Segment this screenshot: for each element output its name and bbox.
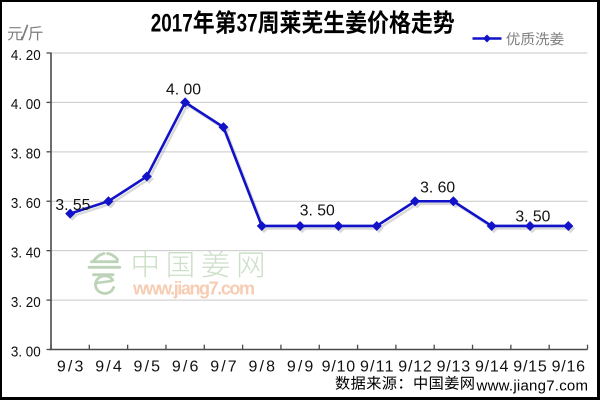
svg-text:2017: 2017	[151, 10, 193, 38]
svg-text:9/11: 9/11	[360, 359, 394, 376]
svg-text:37: 37	[237, 10, 258, 38]
svg-text:9/4: 9/4	[95, 359, 122, 376]
svg-text:4. 00: 4. 00	[166, 81, 201, 98]
svg-text:3. 50: 3. 50	[515, 209, 550, 226]
svg-text:4. 00: 4. 00	[11, 96, 41, 113]
svg-text:9/9: 9/9	[287, 359, 314, 376]
svg-text:9/16: 9/16	[552, 359, 586, 376]
svg-text:www.jiang7.com: www.jiang7.com	[476, 378, 589, 395]
svg-text:www.jiang7.com: www.jiang7.com	[132, 279, 255, 299]
svg-text:9/7: 9/7	[210, 359, 237, 376]
svg-text:3. 60: 3. 60	[420, 180, 455, 197]
svg-text:9/12: 9/12	[398, 359, 432, 376]
svg-text:9/8: 9/8	[249, 359, 276, 376]
svg-text:3. 60: 3. 60	[11, 195, 41, 212]
svg-text:9/14: 9/14	[475, 359, 509, 376]
svg-text:9/15: 9/15	[513, 359, 547, 376]
svg-text:3. 55: 3. 55	[55, 197, 90, 214]
svg-text:3. 20: 3. 20	[11, 294, 41, 311]
svg-text:3. 00: 3. 00	[11, 343, 41, 360]
svg-text:9/10: 9/10	[322, 359, 356, 376]
svg-text:3. 40: 3. 40	[11, 244, 41, 261]
svg-text:3. 50: 3. 50	[300, 202, 335, 219]
svg-text:9/3: 9/3	[57, 359, 84, 376]
svg-text:9/6: 9/6	[172, 359, 199, 376]
svg-text:9/13: 9/13	[437, 359, 471, 376]
svg-text:9/5: 9/5	[134, 359, 161, 376]
svg-text:4. 20: 4. 20	[11, 47, 41, 64]
svg-text:3. 80: 3. 80	[11, 146, 41, 163]
